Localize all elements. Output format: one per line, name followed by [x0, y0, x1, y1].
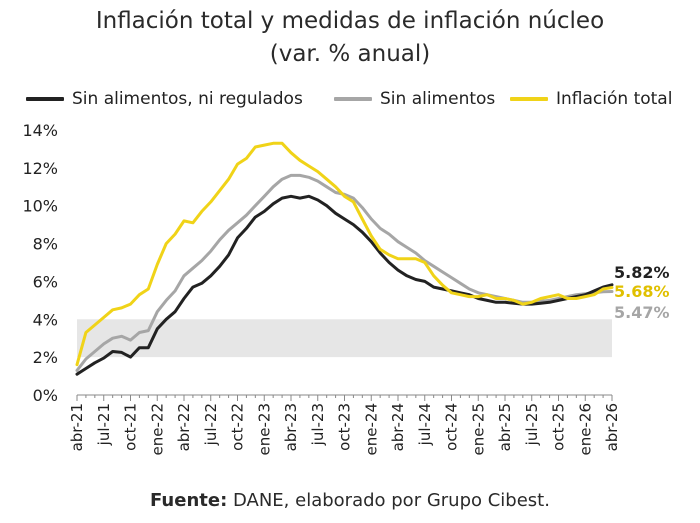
- chart-subtitle: (var. % anual): [269, 41, 431, 67]
- y-tick-label: 12%: [22, 159, 58, 178]
- legend-label-core-ex-food-regulated: Sin alimentos, ni regulados: [72, 89, 303, 109]
- x-tick-label: ene-22: [148, 403, 166, 455]
- end-value-label-2: 5.68%: [614, 282, 670, 301]
- x-tick-label: abr-21: [68, 403, 86, 451]
- y-tick-label: 2%: [33, 348, 58, 367]
- x-tick-label: abr-24: [389, 403, 407, 451]
- y-tick-label: 0%: [33, 386, 58, 405]
- end-value-label-0: 5.82%: [614, 263, 670, 282]
- y-tick-label: 8%: [33, 235, 58, 254]
- legend-swatch-total: [510, 97, 548, 101]
- x-tick-label: jul-21: [95, 403, 113, 446]
- source-note: Fuente: DANE, elaborado por Grupo Cibest…: [0, 490, 700, 511]
- end-value-label-1: 5.47%: [614, 303, 670, 322]
- legend-label-ex-food: Sin alimentos: [380, 89, 496, 109]
- x-tick-label: oct-22: [229, 403, 247, 451]
- x-tick-label: oct-21: [122, 403, 140, 451]
- legend-swatch-core-ex-food-regulated: [26, 97, 64, 101]
- x-tick-label: ene-24: [362, 403, 380, 455]
- legend-item-total: Inflación total: [510, 89, 672, 109]
- x-tick-label: ene-25: [469, 403, 487, 455]
- source-text: DANE, elaborado por Grupo Cibest.: [227, 490, 550, 511]
- x-tick-label: oct-23: [336, 403, 354, 451]
- x-tick-label: jul-24: [416, 403, 434, 446]
- x-tick-label: abr-25: [496, 403, 514, 451]
- legend-item-ex-food: Sin alimentos: [334, 89, 495, 109]
- x-tick-label: jul-22: [202, 403, 220, 446]
- x-tick-label: abr-23: [282, 403, 300, 451]
- source-label: Fuente:: [150, 490, 228, 511]
- x-tick-label: ene-23: [255, 403, 273, 455]
- x-tick-label: jul-23: [309, 403, 327, 446]
- legend-item-core-ex-food-regulated: Sin alimentos, ni regulados: [26, 89, 303, 109]
- y-tick-label: 10%: [22, 197, 58, 216]
- x-tick-label: ene-26: [576, 403, 594, 455]
- y-tick-label: 4%: [33, 310, 58, 329]
- series-line-2: [75, 141, 614, 367]
- legend-swatch-ex-food: [334, 97, 372, 101]
- x-tick-label: oct-24: [443, 403, 461, 451]
- y-tick-label: 14%: [22, 121, 58, 140]
- x-tick-label: oct-25: [550, 403, 568, 451]
- target-range-band: [77, 319, 612, 358]
- x-tick-label: jul-25: [523, 403, 541, 446]
- x-tick-label: abr-26: [603, 403, 621, 451]
- legend: Sin alimentos, ni regulados Sin alimento…: [26, 89, 690, 115]
- chart-title: Inflación total y medidas de inflación n…: [95, 8, 605, 34]
- y-tick-label: 6%: [33, 272, 58, 291]
- legend-label-total: Inflación total: [556, 89, 673, 109]
- x-tick-label: abr-22: [175, 403, 193, 451]
